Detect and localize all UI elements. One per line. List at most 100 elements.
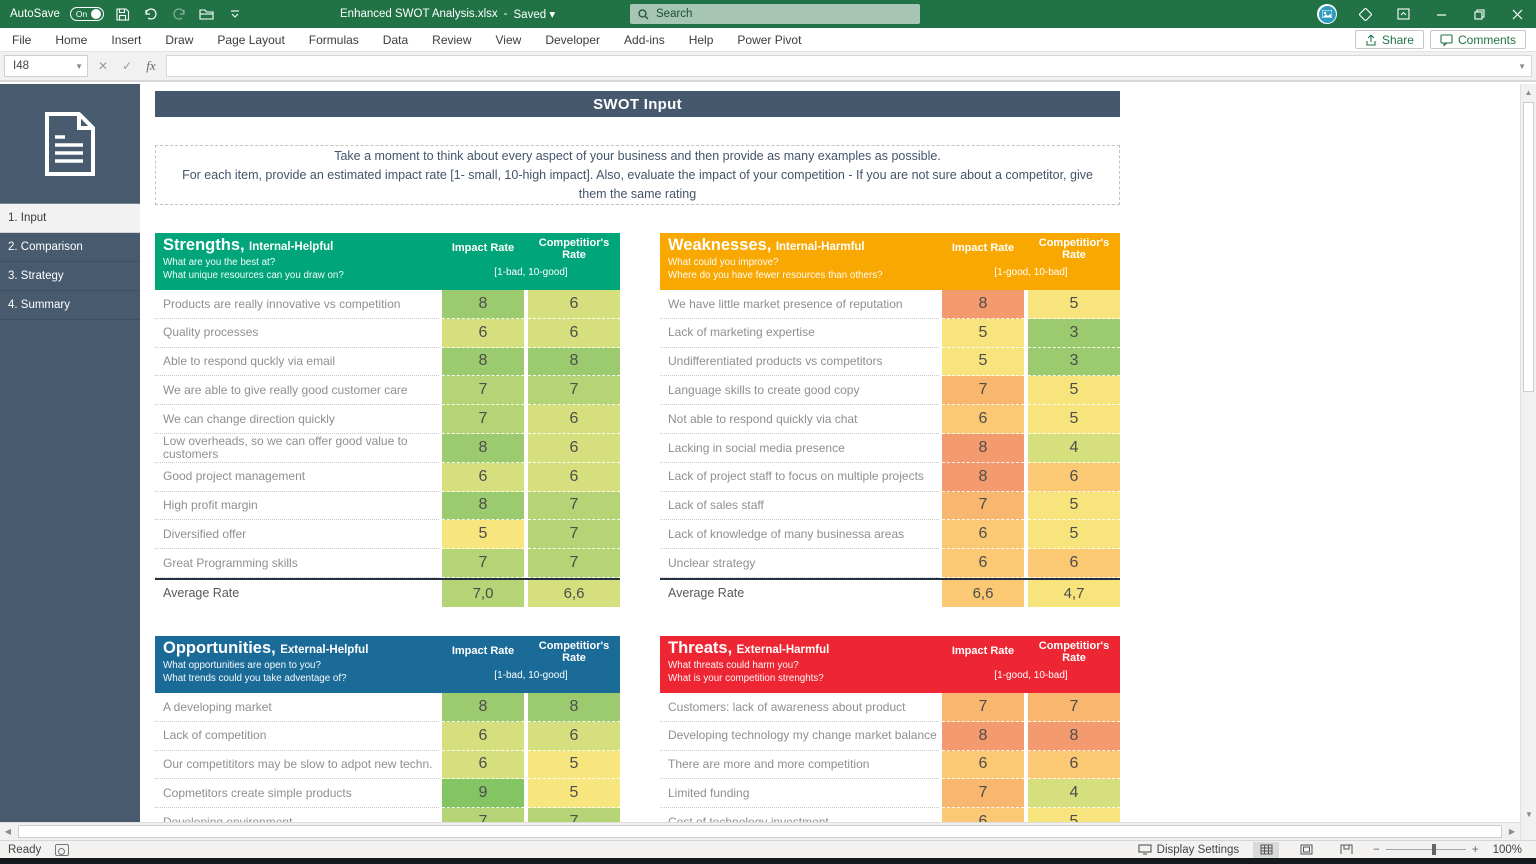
competitor-rate-cell[interactable]: 5 [1028,520,1120,549]
scroll-left-icon[interactable]: ◀ [0,824,16,840]
name-box-dropdown-icon[interactable]: ▼ [75,62,83,71]
competitor-rate-cell[interactable]: 5 [528,779,620,808]
vertical-scroll-thumb[interactable] [1523,102,1534,392]
competitor-rate-cell[interactable]: 4,7 [1028,580,1120,607]
competitor-rate-cell[interactable]: 7 [528,549,620,578]
competitor-rate-cell[interactable]: 8 [528,693,620,722]
swot-item-cell[interactable]: Lack of sales staff [660,492,939,521]
competitor-rate-cell[interactable]: 6 [528,405,620,434]
swot-item-cell[interactable]: Developing environment [155,808,439,822]
swot-item-cell[interactable]: We are able to give really good customer… [155,376,439,405]
competitor-rate-cell[interactable]: 8 [1028,722,1120,751]
undo-icon[interactable] [142,5,160,23]
swot-item-cell[interactable]: We can change direction quickly [155,405,439,434]
scroll-up-icon[interactable]: ▲ [1521,84,1536,100]
ribbon-tab-help[interactable]: Help [677,33,726,47]
zoom-in-icon[interactable]: + [1472,844,1479,856]
impact-rate-cell[interactable]: 8 [442,434,524,463]
horizontal-scroll-thumb[interactable] [18,825,1502,838]
swot-item-cell[interactable]: A developing market [155,693,439,722]
competitor-rate-cell[interactable]: 6,6 [528,580,620,607]
competitor-rate-cell[interactable]: 7 [1028,693,1120,722]
swot-item-cell[interactable]: Lack of competition [155,722,439,751]
swot-item-cell[interactable]: Lacking in social media presence [660,434,939,463]
sidebar-item-strategy[interactable]: 3. Strategy [0,262,140,291]
ribbon-tab-page-layout[interactable]: Page Layout [205,33,296,47]
impact-rate-cell[interactable]: 8 [942,722,1024,751]
impact-rate-cell[interactable]: 7 [442,549,524,578]
impact-rate-cell[interactable]: 6 [442,319,524,348]
swot-item-cell[interactable]: Average Rate [155,580,439,607]
competitor-rate-cell[interactable]: 5 [1028,290,1120,319]
ribbon-tab-power-pivot[interactable]: Power Pivot [725,33,813,47]
impact-rate-cell[interactable]: 6 [942,808,1024,822]
impact-rate-cell[interactable]: 8 [942,290,1024,319]
swot-item-cell[interactable]: Customers: lack of awareness about produ… [660,693,939,722]
search-bar[interactable] [630,4,920,24]
sidebar-item-comparison[interactable]: 2. Comparison [0,233,140,262]
swot-item-cell[interactable]: Low overheads, so we can offer good valu… [155,434,439,463]
impact-rate-cell[interactable]: 6 [942,549,1024,578]
impact-rate-cell[interactable]: 9 [442,779,524,808]
ribbon-tab-formulas[interactable]: Formulas [297,33,371,47]
zoom-level[interactable]: 100% [1493,844,1522,856]
competitor-rate-cell[interactable]: 5 [528,751,620,780]
swot-item-cell[interactable]: Able to respond quckly via email [155,348,439,377]
competitor-rate-cell[interactable]: 3 [1028,319,1120,348]
customize-toolbar-icon[interactable] [226,5,244,23]
open-folder-icon[interactable] [198,5,216,23]
impact-rate-cell[interactable]: 8 [942,463,1024,492]
saved-status[interactable]: Saved ▾ [514,7,556,21]
impact-rate-cell[interactable]: 7 [942,779,1024,808]
swot-item-cell[interactable]: Undifferentiated products vs competitors [660,348,939,377]
zoom-slider-thumb[interactable] [1432,844,1436,855]
swot-item-cell[interactable]: Average Rate [660,580,939,607]
ribbon-tab-insert[interactable]: Insert [99,33,153,47]
formula-input[interactable] [167,56,1531,76]
swot-item-cell[interactable]: We have little market presence of reputa… [660,290,939,319]
impact-rate-cell[interactable]: 6 [942,520,1024,549]
autosave-toggle[interactable]: On [70,7,104,21]
zoom-out-icon[interactable]: − [1373,844,1380,856]
swot-item-cell[interactable]: Our competititors may be slow to adpot n… [155,751,439,780]
minimize-window-icon[interactable] [1422,0,1460,28]
competitor-rate-cell[interactable]: 7 [528,808,620,822]
name-box[interactable]: I48▼ [4,55,88,77]
ribbon-tab-developer[interactable]: Developer [533,33,612,47]
impact-rate-cell[interactable]: 6 [442,722,524,751]
competitor-rate-cell[interactable]: 6 [528,290,620,319]
competitor-rate-cell[interactable]: 6 [528,319,620,348]
scroll-right-icon[interactable]: ▶ [1504,824,1520,840]
competitor-rate-cell[interactable]: 3 [1028,348,1120,377]
impact-rate-cell[interactable]: 5 [442,520,524,549]
confirm-entry-icon[interactable]: ✓ [116,55,138,77]
competitor-rate-cell[interactable]: 6 [1028,751,1120,780]
search-input[interactable] [656,8,896,20]
swot-item-cell[interactable]: Copmetitors create simple products [155,779,439,808]
save-icon[interactable] [114,5,132,23]
close-window-icon[interactable] [1498,0,1536,28]
impact-rate-cell[interactable]: 8 [442,492,524,521]
display-settings-button[interactable]: Display Settings [1138,844,1239,856]
minimize-ribbon-icon[interactable] [1384,0,1422,28]
impact-rate-cell[interactable]: 6 [942,751,1024,780]
impact-rate-cell[interactable]: 5 [942,319,1024,348]
sidebar-item-summary[interactable]: 4. Summary [0,291,140,320]
impact-rate-cell[interactable]: 7 [942,376,1024,405]
swot-item-cell[interactable]: Quality processes [155,319,439,348]
share-button[interactable]: Share [1355,30,1424,49]
competitor-rate-cell[interactable]: 6 [528,434,620,463]
impact-rate-cell[interactable]: 8 [442,290,524,319]
swot-item-cell[interactable]: Products are really innovative vs compet… [155,290,439,319]
swot-item-cell[interactable]: Unclear strategy [660,549,939,578]
swot-item-cell[interactable]: There are more and more competition [660,751,939,780]
ribbon-display-options-icon[interactable] [1346,0,1384,28]
expand-formula-bar-icon[interactable]: ▼ [1518,62,1526,71]
impact-rate-cell[interactable]: 7 [442,808,524,822]
account-avatar[interactable] [1308,0,1346,28]
competitor-rate-cell[interactable]: 5 [1028,492,1120,521]
ribbon-tab-review[interactable]: Review [420,33,483,47]
swot-item-cell[interactable]: Cost of technology investment [660,808,939,822]
competitor-rate-cell[interactable]: 6 [528,463,620,492]
swot-item-cell[interactable]: Diversified offer [155,520,439,549]
